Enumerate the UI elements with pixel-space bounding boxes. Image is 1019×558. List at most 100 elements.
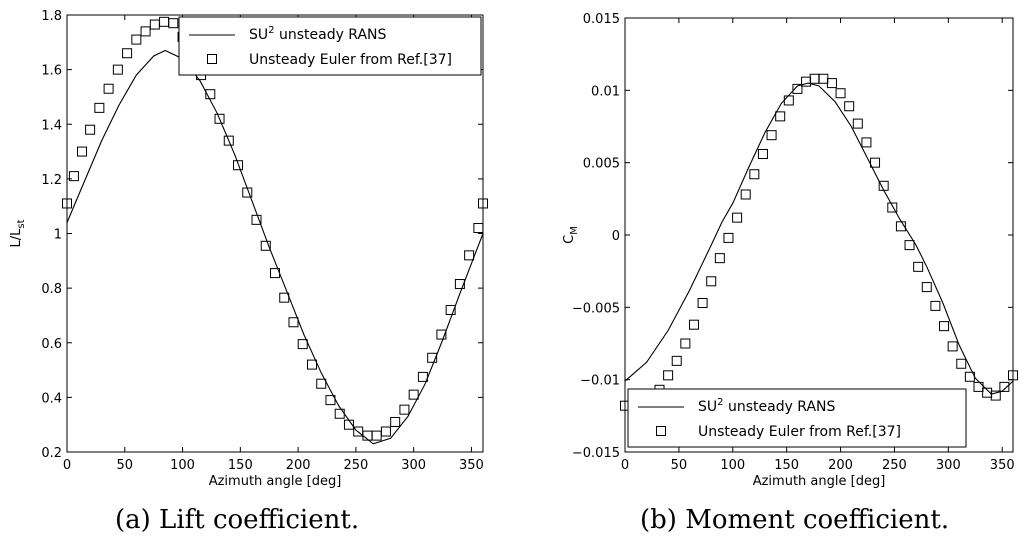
y-tick-label: 0.01	[591, 84, 620, 99]
data-point-euler	[895, 221, 906, 232]
chart-panel-moment: 0 50 100 150 200 250 300 350 −0.015 −0.01 −0.005 0 0…	[562, 12, 1018, 489]
data-point-euler	[956, 358, 967, 369]
data-point-euler	[809, 73, 820, 84]
data-point-euler	[85, 124, 96, 135]
data-point-euler	[990, 390, 1001, 401]
data-point-euler	[939, 321, 950, 332]
data-point-euler	[870, 157, 881, 168]
y-tick-label: 0.6	[41, 337, 62, 352]
x-axis-label: Azimuth angle [deg]	[753, 474, 886, 489]
x-tick-label: 100	[170, 458, 195, 473]
y-axis-label: CM	[562, 226, 580, 244]
data-point-euler	[714, 253, 725, 264]
x-tick-label: 0	[63, 458, 71, 473]
data-point-euler	[688, 319, 699, 330]
x-tick-label: 50	[117, 458, 134, 473]
data-point-euler	[818, 73, 829, 84]
data-point-euler	[77, 146, 88, 157]
data-point-euler	[749, 169, 760, 180]
y-tick-label: 1.8	[41, 9, 62, 24]
y-axis-label: L/Lst	[9, 219, 27, 247]
x-tick-label: 200	[286, 458, 311, 473]
data-point-euler	[999, 381, 1010, 392]
legend-entry-rans: SU2 unsteady RANS	[249, 25, 387, 43]
data-point-euler	[697, 297, 708, 308]
data-point-euler	[417, 371, 428, 382]
y-tick-label: 1.6	[41, 64, 62, 79]
data-point-euler	[706, 276, 717, 287]
data-point-euler	[233, 160, 244, 171]
data-point-euler	[464, 250, 475, 261]
x-tick-label: 250	[343, 458, 368, 473]
x-tick-label: 100	[720, 458, 745, 473]
legend-entry-euler: Unsteady Euler from Ref.[37]	[698, 424, 901, 440]
data-point-euler	[973, 381, 984, 392]
data-point-euler	[740, 189, 751, 200]
data-point-euler	[835, 88, 846, 99]
data-point-euler	[921, 282, 932, 293]
data-point-euler	[844, 101, 855, 112]
series-line-rans	[66, 49, 484, 445]
data-point-euler	[1008, 370, 1018, 381]
y-tick-label: 0.8	[41, 282, 62, 297]
data-point-euler	[964, 371, 975, 382]
data-point-euler	[913, 261, 924, 272]
x-tick-label: 350	[459, 458, 484, 473]
data-point-euler	[371, 430, 382, 441]
y-tick-label: 0	[612, 229, 620, 244]
y-tick-label: 1.4	[41, 118, 62, 133]
x-tick-label: 300	[401, 458, 426, 473]
caption-moment: (b) Moment coefficient.	[640, 505, 950, 535]
x-axis-label: Azimuth angle [deg]	[209, 474, 342, 489]
data-point-euler	[454, 279, 465, 290]
data-point-euler	[94, 102, 105, 113]
data-point-euler	[159, 16, 170, 27]
legend-marker-swatch	[207, 54, 217, 64]
x-tick-label: 350	[990, 458, 1015, 473]
legend-marker-swatch	[656, 426, 666, 436]
caption-lift: (a) Lift coefficient.	[115, 505, 360, 535]
data-point-euler	[270, 268, 280, 279]
data-point-euler	[343, 419, 354, 430]
data-point-euler	[103, 83, 114, 94]
data-point-euler	[297, 339, 308, 350]
x-tick-label: 150	[774, 458, 799, 473]
data-point-euler	[792, 83, 803, 94]
data-point-euler	[427, 352, 438, 363]
x-tick-label: 200	[828, 458, 853, 473]
data-point-euler	[732, 212, 743, 223]
x-tick-label: 0	[621, 458, 629, 473]
x-tick-label: 50	[671, 458, 688, 473]
data-point-euler	[878, 180, 889, 191]
x-tick-label: 250	[882, 458, 907, 473]
data-point-euler	[251, 214, 262, 225]
data-point-euler	[904, 240, 915, 251]
data-point-euler	[316, 378, 327, 389]
y-tick-label: 0.015	[583, 12, 620, 27]
data-point-euler	[140, 26, 151, 37]
data-point-euler	[947, 341, 958, 352]
y-tick-label: 0.2	[41, 446, 62, 461]
data-point-euler	[242, 187, 253, 198]
data-point-euler	[168, 18, 179, 29]
y-tick-label: 0.4	[41, 391, 62, 406]
data-point-euler	[214, 113, 225, 124]
data-point-euler	[887, 202, 898, 213]
data-point-euler	[334, 408, 345, 419]
data-point-euler	[473, 223, 484, 234]
x-tick-label: 300	[936, 458, 961, 473]
data-point-euler	[306, 359, 317, 370]
x-tick-label: 150	[228, 458, 253, 473]
data-point-euler	[680, 338, 691, 349]
y-tick-label: −0.015	[572, 446, 620, 461]
data-point-euler	[783, 95, 794, 106]
data-point-euler	[260, 240, 271, 251]
data-point-euler	[826, 78, 837, 89]
data-point-euler	[757, 148, 768, 159]
data-point-euler	[766, 130, 777, 141]
data-point-euler	[930, 300, 941, 311]
data-point-euler	[671, 355, 682, 366]
data-point-euler	[399, 404, 410, 415]
data-point-euler	[62, 198, 72, 209]
